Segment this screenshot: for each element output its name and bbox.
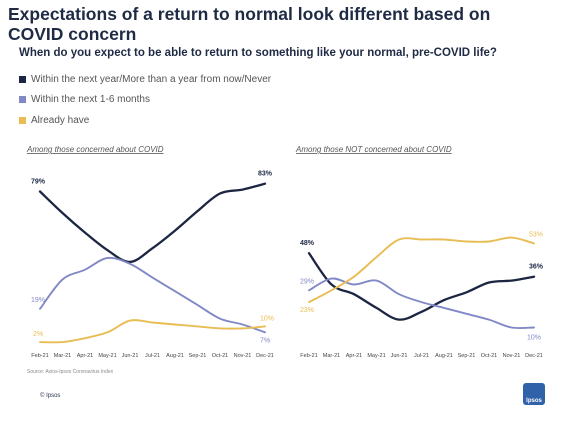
x-tick-label: Dec-21 (525, 353, 543, 359)
legend-item: Within the next year/More than a year fr… (19, 69, 271, 90)
left-chart: Feb-21 Mar-21 Apr-21 May-21 Jun-21 Jul-21 Aug-… (31, 171, 274, 359)
data-label: 10% (527, 334, 541, 341)
data-label: 10% (260, 315, 274, 322)
chart-subtitle: When do you expect to be able to return … (19, 47, 497, 59)
x-tick-label: Feb-21 (31, 353, 48, 359)
data-label: 79% (31, 179, 46, 186)
data-label: 7% (260, 337, 270, 344)
ipsos-logo: Ipsos (523, 383, 545, 405)
legend-swatch (19, 75, 26, 83)
footer-brand: © Ipsos (40, 393, 61, 399)
data-label: 48% (300, 240, 315, 247)
x-tick-label: Mar-21 (323, 353, 340, 359)
data-label: 23% (300, 307, 314, 314)
legend-swatch (19, 96, 26, 104)
data-label: 19% (31, 297, 45, 304)
legend-label: Already have (31, 114, 90, 126)
x-tick-label: Nov-21 (234, 353, 252, 359)
x-tick-label: Nov-21 (503, 353, 521, 359)
legend: Within the next year/More than a year fr… (19, 69, 271, 131)
x-tick-label: Sep-21 (189, 353, 207, 359)
series-line (308, 277, 535, 330)
data-label: 53% (529, 231, 543, 238)
page-title: Expectations of a return to normal look … (8, 4, 491, 44)
series-line (38, 182, 267, 264)
legend-item: Within the next 1-6 months (19, 90, 271, 111)
data-label: 2% (33, 331, 43, 338)
right-chart: Feb-21 Mar-21 Apr-21 May-21 Jun-21 Jul-21 Aug-… (300, 231, 544, 359)
legend-item: Already have (19, 110, 271, 131)
data-label: 36% (529, 264, 544, 271)
legend-label: Within the next year/More than a year fr… (31, 73, 272, 85)
series-line (308, 236, 535, 304)
series-line (39, 319, 266, 344)
x-tick-label: Mar-21 (54, 353, 71, 359)
legend-label: Within the next 1-6 months (31, 94, 150, 106)
data-label: 83% (258, 171, 273, 178)
series-line (39, 256, 266, 334)
x-tick-label: Aug-21 (166, 353, 184, 359)
x-tick-label: May-21 (367, 353, 385, 359)
legend-swatch (19, 116, 26, 124)
x-tick-label: Jun-21 (391, 353, 408, 359)
right-chart-title: Among those NOT concerned about COVID (295, 145, 452, 154)
x-tick-label: Apr-21 (77, 353, 94, 359)
x-tick-label: Jul-21 (145, 353, 160, 359)
x-tick-label: Aug-21 (435, 353, 453, 359)
series-line (307, 252, 536, 321)
source-note: Source: Axios-Ipsos Coronavirus Index (27, 369, 114, 375)
logo-text: Ipsos (526, 398, 542, 404)
x-tick-label: Jun-21 (122, 353, 139, 359)
x-tick-label: Dec-21 (256, 353, 274, 359)
x-tick-label: Sep-21 (458, 353, 476, 359)
x-tick-label: Oct-21 (212, 353, 229, 359)
left-chart-title: Among those concerned about COVID (26, 145, 164, 154)
x-tick-label: Jul-21 (414, 353, 429, 359)
x-tick-label: Apr-21 (346, 353, 363, 359)
x-tick-label: May-21 (98, 353, 116, 359)
x-tick-label: Oct-21 (481, 353, 498, 359)
x-tick-label: Feb-21 (300, 353, 317, 359)
data-label: 29% (300, 278, 314, 285)
